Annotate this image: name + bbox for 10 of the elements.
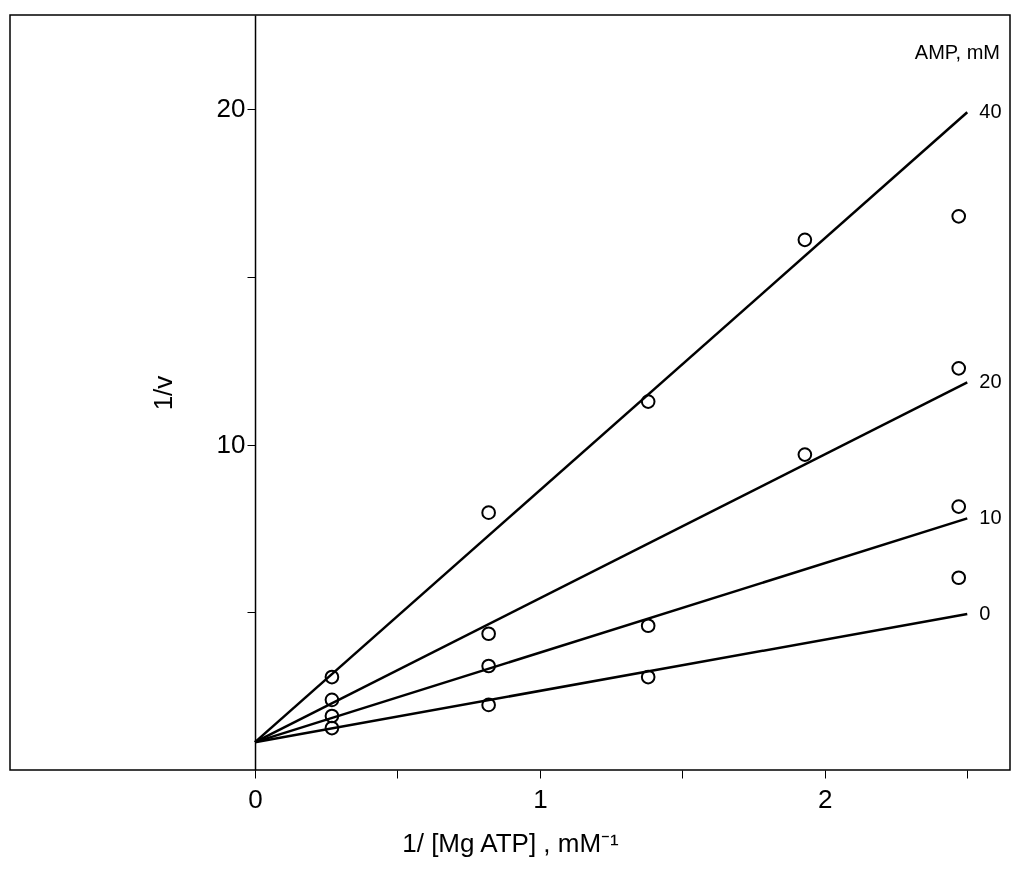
x-axis-title: 1/ [Mg ATP] , mM⁻¹: [402, 827, 620, 858]
series-label: 0: [979, 601, 991, 624]
x-tick-label: 0: [248, 783, 263, 814]
legend-title: AMP, mM: [914, 41, 1000, 63]
series-label: 20: [979, 370, 1002, 393]
series-label: 10: [979, 506, 1002, 529]
y-axis-title: 1/v: [147, 375, 178, 411]
x-tick-label: 2: [818, 783, 833, 814]
series-label: 40: [979, 100, 1002, 123]
x-tick-label: 1: [533, 783, 548, 814]
